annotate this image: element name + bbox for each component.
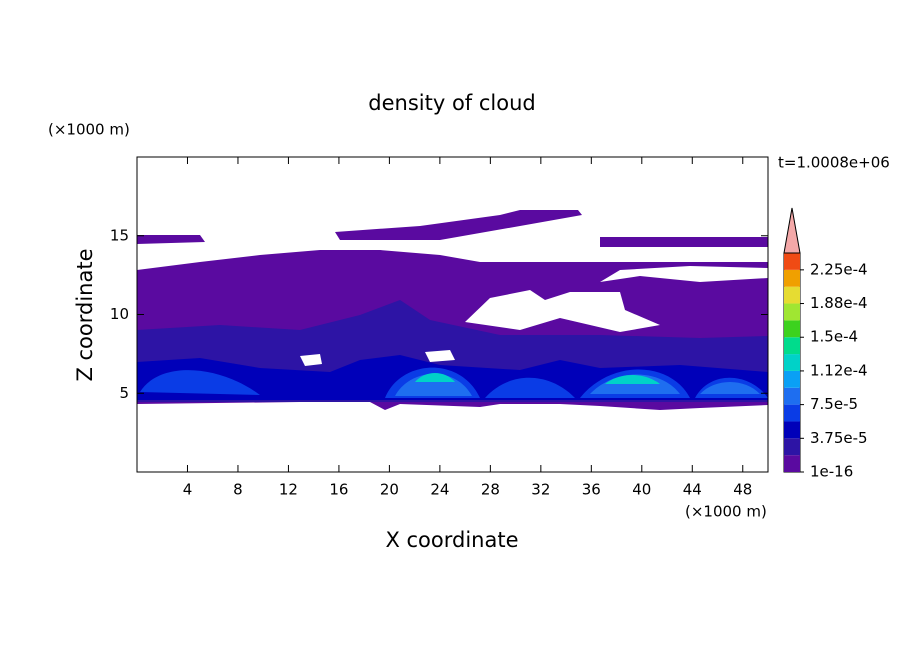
x-unit: (×1000 m) xyxy=(685,503,767,521)
colorbar-band xyxy=(784,404,800,422)
x-tick-label: 40 xyxy=(632,481,651,499)
x-axis-label: X coordinate xyxy=(385,528,518,552)
x-tick-label: 44 xyxy=(683,481,702,499)
colorbar-tick-label: 1.5e-4 xyxy=(810,328,858,346)
x-tick-label: 32 xyxy=(531,481,550,499)
x-tick-label: 12 xyxy=(279,481,298,499)
y-tick-label: 10 xyxy=(110,305,129,323)
colorbar-tick-label: 1.12e-4 xyxy=(810,361,868,379)
colorbar-tick-label: 3.75e-5 xyxy=(810,429,868,447)
x-tick-label: 20 xyxy=(380,481,399,499)
x-tick-label: 8 xyxy=(233,481,243,499)
colorbar-band xyxy=(784,455,800,472)
colorbar-band xyxy=(784,438,800,456)
time-label: t=1.0008e+06 xyxy=(778,154,890,172)
colorbar-band xyxy=(784,370,800,388)
colorbar-band xyxy=(784,269,800,287)
x-tick-label: 48 xyxy=(733,481,752,499)
colorbar-tick-label: 1e-16 xyxy=(810,463,853,481)
y-axis-label: Z coordinate xyxy=(73,248,97,381)
x-tick-label: 24 xyxy=(430,481,449,499)
colorbar-tick-label: 1.88e-4 xyxy=(810,294,868,312)
colorbar-band xyxy=(784,286,800,304)
x-tick-label: 16 xyxy=(329,481,348,499)
x-tick-label: 4 xyxy=(183,481,193,499)
colorbar-band xyxy=(784,421,800,439)
colorbar-band xyxy=(784,253,800,270)
colorbar-band xyxy=(784,320,800,338)
x-tick-label: 28 xyxy=(481,481,500,499)
colorbar-tick-label: 7.5e-5 xyxy=(810,395,858,413)
chart-title: density of cloud xyxy=(368,91,535,115)
y-tick-label: 5 xyxy=(119,384,129,402)
colorbar-band xyxy=(784,303,800,321)
colorbar-band xyxy=(784,387,800,405)
y-unit: (×1000 m) xyxy=(48,121,130,139)
colorbar-band xyxy=(784,354,800,371)
colorbar-tick-label: 2.25e-4 xyxy=(810,260,868,278)
contour-field xyxy=(137,210,768,410)
colorbar-over xyxy=(783,207,801,254)
x-tick-label: 36 xyxy=(582,481,601,499)
colorbar-band xyxy=(784,337,800,355)
y-tick-label: 15 xyxy=(110,226,129,244)
